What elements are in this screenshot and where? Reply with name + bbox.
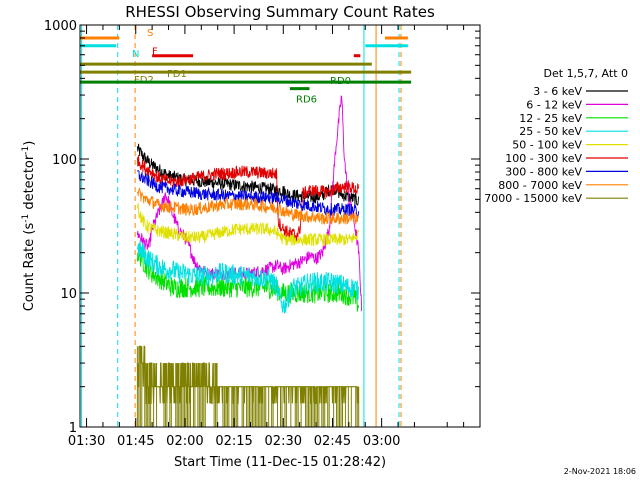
legend-label: 7000 - 15000 keV — [484, 192, 582, 205]
series-line — [136, 143, 359, 206]
data-layer — [136, 95, 363, 427]
flag-layer: SNFFD1FD2RD0RD6 — [80, 28, 412, 106]
legend-label: 6 - 12 keV — [526, 98, 582, 111]
y-tick-label: 10 — [60, 287, 77, 302]
y-tick-label: 1 — [69, 421, 77, 436]
legend-label: 25 - 50 keV — [519, 125, 582, 138]
flag-label: RD0 — [330, 76, 351, 87]
legend-label: 100 - 300 keV — [505, 152, 582, 165]
flag-label: N — [132, 49, 139, 60]
footer-date: 2-Nov-2021 18:06 — [564, 467, 636, 476]
x-tick-label: 03:00 — [363, 434, 400, 449]
legend-label: 300 - 800 keV — [505, 165, 582, 178]
y-axis-label-part-2: detector — [22, 154, 37, 214]
flag-label: FD1 — [167, 69, 187, 80]
flag-label: RD6 — [296, 95, 317, 106]
axis-layer: 1 10 100 1000 01:30 01:45 02:00 02:15 02:30 02:45… — [44, 19, 480, 449]
x-tick-label: 02:30 — [265, 434, 302, 449]
y-axis-label-exp-2: -1 — [21, 146, 31, 155]
x-tick-label: 02:00 — [166, 434, 203, 449]
x-tick-label: 02:15 — [215, 434, 252, 449]
y-axis-label-exp-1: -1 — [21, 214, 31, 223]
series-line — [136, 202, 359, 247]
series-line — [137, 169, 359, 218]
legend-label: 12 - 25 keV — [519, 112, 582, 125]
series-line — [136, 240, 359, 314]
flag-label: S — [147, 28, 153, 39]
chart-title: RHESSI Observing Summary Count Rates — [125, 3, 435, 21]
y-axis-label: Count Rate (s-1 detector-1) — [21, 141, 37, 312]
y-axis-label-part-1: Count Rate (s — [22, 223, 37, 312]
plot-frame — [79, 24, 481, 428]
y-tick-label: 1000 — [44, 19, 77, 34]
series-line — [136, 187, 359, 225]
legend-label: 3 - 6 keV — [533, 85, 582, 98]
marker-layer — [81, 25, 402, 427]
legend-title: Det 1,5,7, Att 0 — [544, 67, 628, 80]
series-line — [136, 154, 359, 241]
legend-label: 800 - 7000 keV — [498, 179, 582, 192]
flag-label: F — [152, 47, 158, 58]
x-tick-label: 01:45 — [117, 434, 154, 449]
y-axis-label-part-3: ) — [22, 141, 37, 146]
x-tick-label: 01:30 — [68, 434, 105, 449]
x-axis-label: Start Time (11-Dec-15 01:28:42) — [174, 455, 386, 470]
y-tick-label: 100 — [52, 153, 77, 168]
x-tick-label: 02:45 — [314, 434, 351, 449]
legend-label: 50 - 100 keV — [512, 139, 582, 152]
